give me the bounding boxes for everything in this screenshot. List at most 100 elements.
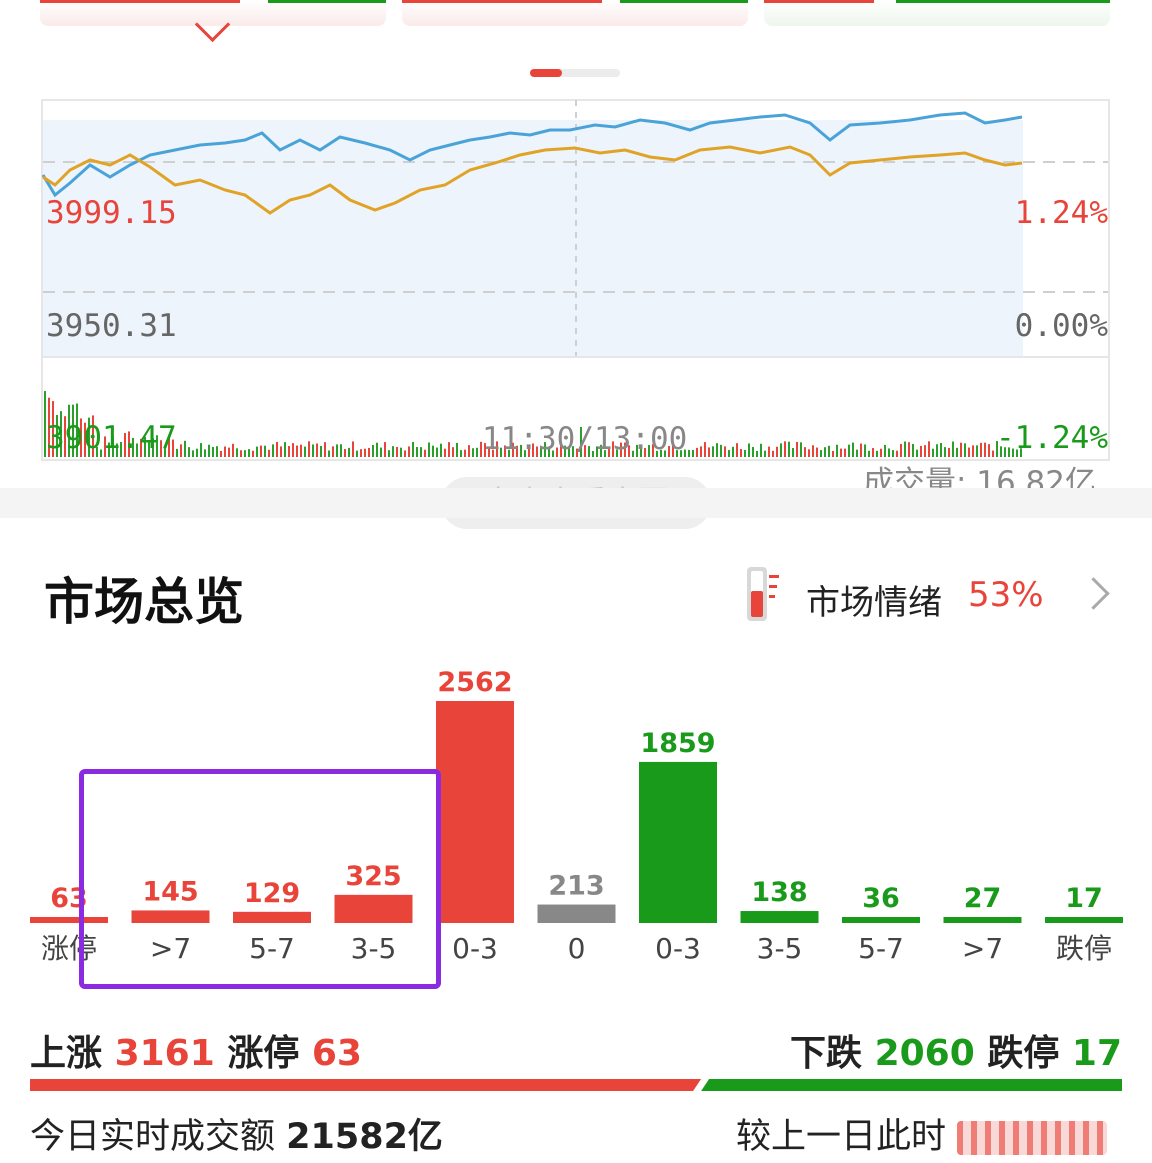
volume-bar (104, 436, 106, 457)
volume-bar (388, 450, 390, 457)
volume-bar (528, 447, 530, 457)
distribution-category-label: 0 (568, 932, 586, 965)
volume-bar (372, 445, 374, 457)
volume-bar (1000, 446, 1002, 457)
volume-bar (176, 448, 178, 457)
volume-bar (772, 450, 774, 457)
volume-bar (464, 449, 466, 457)
volume-bar (768, 446, 770, 457)
volume-bar (272, 444, 274, 457)
volume-bar (404, 450, 406, 457)
index-tab-3[interactable] (764, 0, 1110, 26)
volume-bar (984, 442, 986, 457)
intraday-chart[interactable]: 3999.15 3950.31 3901.47 1.24% 0.00% -1.2… (0, 95, 1152, 529)
volume-bar (632, 450, 634, 457)
volume-bar (44, 391, 46, 457)
ratio-bar-up (30, 1079, 702, 1091)
volume-bar (448, 442, 450, 457)
volume-bar (212, 446, 214, 457)
volume-bar (280, 446, 282, 457)
volume-bar (840, 448, 842, 457)
volume-bar (820, 450, 822, 457)
volume-bar (940, 443, 942, 457)
distribution-category-label: 5-7 (249, 932, 295, 965)
volume-bar (916, 449, 918, 457)
volume-bar (664, 450, 666, 457)
volume-bar (712, 446, 714, 457)
volume-bar (368, 447, 370, 457)
market-overview-title: 市场总览 (44, 573, 244, 631)
volume-bar (684, 449, 686, 457)
volume-bar (732, 446, 734, 457)
distribution-category-label: 跌停 (1056, 932, 1112, 965)
distribution-bar (842, 917, 920, 923)
volume-bar (396, 446, 398, 457)
volume-bar (180, 444, 182, 457)
volume-bar (784, 441, 786, 457)
turnover-row: 今日实时成交额 21582亿 (30, 1108, 443, 1159)
tab3-down-segment (896, 0, 1110, 3)
tab1-down-segment (268, 0, 386, 3)
volume-bar (244, 450, 246, 457)
market-sentiment-label[interactable]: 市场情绪 (806, 583, 942, 623)
chevron-right-icon[interactable] (1077, 577, 1110, 610)
volume-bar (208, 444, 210, 457)
index-tab-1[interactable] (40, 0, 386, 26)
volume-bar (564, 445, 566, 457)
volume-bar (944, 447, 946, 457)
volume-bar (700, 446, 702, 457)
volume-bar (804, 447, 806, 457)
volume-bar (844, 448, 846, 457)
tab2-up-segment (402, 0, 602, 3)
volume-bar (656, 450, 658, 457)
volume-bar (148, 440, 150, 457)
distribution-bar (334, 894, 413, 923)
volume-bar (620, 442, 622, 457)
volume-bar (808, 449, 810, 457)
fall-label: 下跌 (790, 1033, 863, 1074)
volume-bar (456, 442, 458, 457)
volume-bar (920, 445, 922, 457)
volume-bar (612, 441, 614, 457)
volume-bar (204, 449, 206, 457)
volume-bar (216, 446, 218, 457)
volume-bar (904, 441, 906, 457)
volume-bar (816, 447, 818, 457)
volume-bar (600, 444, 602, 457)
volume-bar (268, 449, 270, 457)
price-prev-close-label: 3950.31 (46, 308, 177, 344)
volume-bar (96, 446, 98, 457)
distribution-category-label: 0-3 (452, 932, 498, 965)
volume-bar (572, 446, 574, 457)
volume-bar (196, 448, 198, 457)
volume-bar (288, 446, 290, 457)
distribution-value-label: 2562 (437, 667, 512, 698)
thermometer-icon (747, 567, 779, 621)
volume-bar (928, 441, 930, 457)
volume-bar (968, 447, 970, 457)
market-sentiment-value[interactable]: 53% (968, 575, 1044, 615)
fall-count: 2060 (874, 1033, 975, 1074)
volume-bar (908, 442, 910, 457)
volume-bar (220, 450, 222, 457)
volume-bar (492, 449, 494, 457)
distribution-category-label: >7 (150, 932, 191, 965)
volume-bar (52, 401, 54, 457)
volume-bar (680, 450, 682, 457)
volume-bar (512, 442, 514, 457)
volume-bar (1008, 447, 1010, 457)
volume-bar (576, 448, 578, 457)
volume-bar (872, 448, 874, 457)
volume-bar (584, 445, 586, 457)
volume-bar (112, 436, 114, 457)
volume-bar (264, 445, 266, 457)
index-tab-2[interactable] (402, 0, 748, 26)
volume-bar (224, 446, 226, 457)
volume-bar (460, 450, 462, 457)
volume-bar (1012, 448, 1014, 457)
volume-bar (848, 444, 850, 457)
volume-bar (796, 441, 798, 457)
distribution-bar (131, 910, 210, 923)
volume-bar (64, 416, 66, 457)
limit-up-count: 63 (311, 1033, 362, 1074)
